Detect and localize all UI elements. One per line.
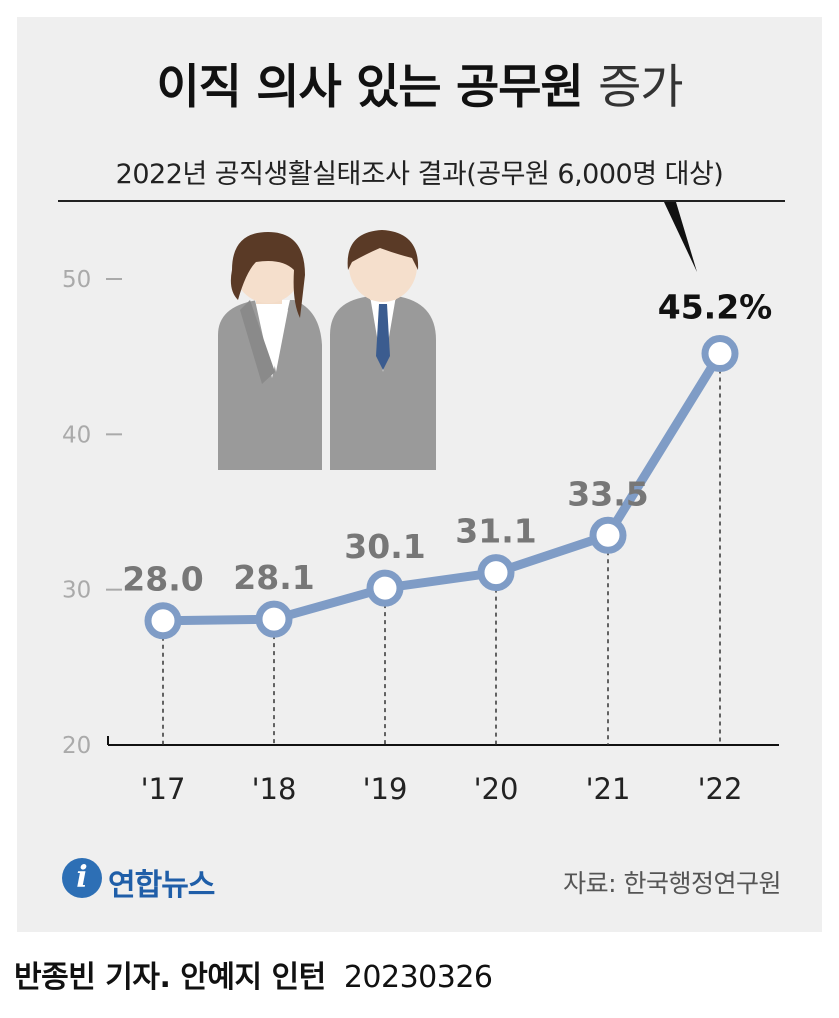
x-tick-label: '19 (363, 772, 408, 806)
data-label: 45.2% (658, 288, 773, 327)
data-point (701, 335, 739, 373)
y-tick-label: 50 (62, 267, 91, 293)
data-point (144, 602, 182, 640)
data-label: 30.1 (344, 527, 425, 566)
x-tick-labels: '17 '18 '19 '20 '21 '22 (141, 772, 743, 806)
title-bold: 이직 의사 있는 공무원 (156, 60, 583, 115)
credit-line: 반종빈 기자. 안예지 인턴 20230326 (14, 952, 493, 996)
chart-title: 이직 의사 있는 공무원 증가 (0, 48, 839, 117)
male-office-worker-icon (330, 230, 436, 470)
axes: 20 30 40 50 (62, 267, 779, 759)
credit-name: 반종빈 기자. 안예지 인턴 (14, 960, 326, 995)
x-tick-label: '18 (252, 772, 297, 806)
x-tick-label: '17 (141, 772, 186, 806)
y-tick-label: 20 (62, 733, 91, 759)
data-point (255, 600, 293, 638)
x-tick-label: '22 (698, 772, 743, 806)
logo-text: 연합뉴스 (108, 868, 215, 903)
chart-subtitle: 2022년 공직생활실태조사 결과(공무원 6,000명 대상) (115, 159, 724, 190)
data-label: 28.1 (233, 558, 314, 597)
value-drop-lines (162, 369, 721, 745)
callout-pointer (664, 202, 697, 272)
series-line (158, 349, 725, 626)
data-labels: 28.0 28.1 30.1 31.1 33.5 45.2% (122, 288, 772, 599)
subtitle-rule (58, 200, 785, 202)
x-tick-label: '20 (474, 772, 519, 806)
infographic-panel (17, 17, 822, 932)
y-tick-label: 30 (62, 578, 91, 604)
female-office-worker-icon (218, 232, 322, 470)
x-tick-label: '21 (586, 772, 631, 806)
y-tick-label: 40 (62, 422, 91, 448)
data-label: 28.0 (122, 560, 203, 599)
credit-date: 20230326 (343, 960, 493, 995)
source-note: 자료: 한국행정연구원 (563, 869, 781, 898)
data-label: 33.5 (567, 474, 648, 513)
data-point (477, 554, 515, 592)
logo-mark-icon: i (62, 858, 102, 898)
data-label: 31.1 (455, 512, 536, 551)
data-point (366, 569, 404, 607)
data-points (144, 335, 739, 640)
title-light: 증가 (598, 60, 683, 115)
data-point (589, 516, 627, 554)
